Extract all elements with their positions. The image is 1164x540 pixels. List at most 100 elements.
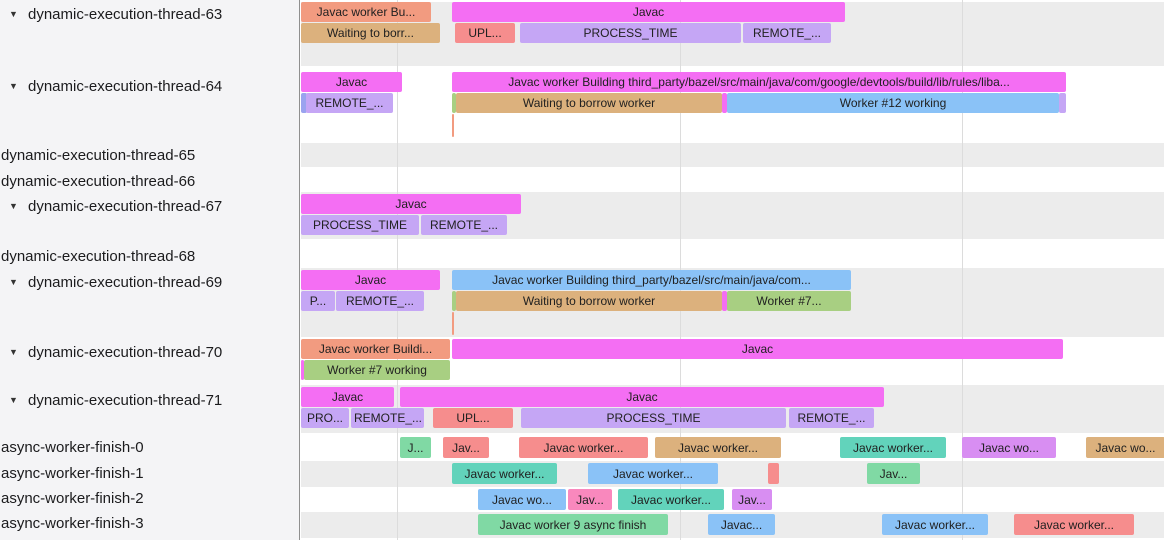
timeline-canvas[interactable]: Javac worker Bu... Javac Waiting to borr..… xyxy=(301,0,1164,540)
trace-slice[interactable]: Worker #7... xyxy=(727,291,851,311)
trace-slice-label: Javac worker... xyxy=(894,517,976,532)
trace-slice[interactable]: Javac... xyxy=(708,514,775,535)
sidebar-item-async-worker-finish-3[interactable]: async-worker-finish-3 xyxy=(0,514,144,532)
collapse-triangle-icon[interactable]: ▼ xyxy=(9,277,18,287)
trace-slice[interactable]: UPL... xyxy=(455,23,515,43)
trace-slice-sliver[interactable] xyxy=(452,114,454,137)
collapse-triangle-icon[interactable]: ▼ xyxy=(9,9,18,19)
sidebar-item-async-worker-finish-2[interactable]: async-worker-finish-2 xyxy=(0,489,144,507)
trace-slice-label: Waiting to borrow worker xyxy=(522,96,656,110)
trace-slice-sliver[interactable] xyxy=(452,312,454,335)
trace-slice[interactable]: Javac worker... xyxy=(882,514,988,535)
trace-slice[interactable]: REMOTE_... xyxy=(351,408,424,428)
trace-slice-sliver[interactable] xyxy=(452,93,456,113)
track-label: async-worker-finish-3 xyxy=(1,514,144,532)
trace-slice[interactable]: Jav... xyxy=(732,489,772,510)
trace-slice[interactable]: Javac worker Building third_party/bazel/… xyxy=(452,270,851,290)
trace-slice[interactable]: Javac worker... xyxy=(519,437,648,458)
trace-slice-sliver[interactable] xyxy=(301,93,307,113)
trace-slice[interactable]: REMOTE_... xyxy=(306,93,393,113)
trace-slice[interactable]: Worker #7 working xyxy=(304,360,450,380)
trace-slice[interactable]: Javac xyxy=(301,72,402,92)
trace-slice-label: Worker #12 working xyxy=(839,96,947,110)
sidebar-item-dynamic-execution-thread-67[interactable]: ▼ dynamic-execution-thread-67 xyxy=(0,197,222,215)
trace-slice-label: P... xyxy=(309,294,327,308)
trace-slice[interactable]: Javac worker... xyxy=(588,463,718,484)
trace-slice-label: Javac... xyxy=(720,517,763,532)
track-band xyxy=(301,461,1164,487)
trace-slice[interactable]: PROCESS_TIME xyxy=(520,23,741,43)
trace-slice[interactable]: REMOTE_... xyxy=(789,408,874,428)
trace-slice[interactable]: Javac worker Bu... xyxy=(301,2,431,22)
trace-slice[interactable]: Javac worker... xyxy=(655,437,781,458)
trace-slice[interactable]: Javac wo... xyxy=(478,489,566,510)
trace-slice-label: Javac xyxy=(395,197,427,211)
trace-slice-sliver[interactable] xyxy=(452,291,456,311)
trace-slice[interactable]: Javac xyxy=(452,2,845,22)
trace-slice[interactable]: REMOTE_... xyxy=(743,23,831,43)
sidebar-item-dynamic-execution-thread-63[interactable]: ▼ dynamic-execution-thread-63 xyxy=(0,5,222,23)
sidebar-item-dynamic-execution-thread-70[interactable]: ▼ dynamic-execution-thread-70 xyxy=(0,343,222,361)
trace-slice[interactable]: REMOTE_... xyxy=(336,291,424,311)
trace-slice[interactable]: Javac worker... xyxy=(452,463,557,484)
trace-slice[interactable]: PROCESS_TIME xyxy=(521,408,786,428)
trace-slice-label: Jav... xyxy=(738,492,766,507)
trace-slice[interactable]: Jav... xyxy=(443,437,489,458)
track-label: dynamic-execution-thread-69 xyxy=(28,273,223,291)
trace-slice[interactable]: PRO... xyxy=(301,408,349,428)
trace-slice[interactable]: PROCESS_TIME xyxy=(301,215,419,235)
trace-slice[interactable]: Worker #12 working xyxy=(727,93,1059,113)
trace-slice[interactable]: Javac worker Building third_party/bazel/… xyxy=(452,72,1066,92)
trace-slice[interactable]: Javac worker 9 async finish xyxy=(478,514,668,535)
trace-slice-sliver[interactable] xyxy=(722,93,727,113)
track-band xyxy=(301,143,1164,167)
trace-slice-label: Javac xyxy=(741,342,774,356)
trace-slice[interactable]: Javac worker... xyxy=(840,437,946,458)
trace-slice-label: UPL... xyxy=(456,411,490,425)
trace-slice[interactable]: Javac xyxy=(301,387,394,407)
trace-slice-label: PRO... xyxy=(306,411,343,425)
trace-slice-label: Javac xyxy=(626,390,658,404)
trace-slice-label: Javac worker... xyxy=(1033,517,1115,532)
trace-slice[interactable]: Waiting to borr... xyxy=(301,23,440,43)
trace-slice[interactable]: Javac xyxy=(400,387,884,407)
trace-slice-label: Javac wo... xyxy=(978,440,1040,455)
trace-slice-label: Javac worker... xyxy=(612,466,694,481)
timeline-gridline xyxy=(962,0,963,540)
trace-slice[interactable]: UPL... xyxy=(433,408,513,428)
trace-slice[interactable]: J... xyxy=(400,437,431,458)
trace-slice[interactable]: Javac xyxy=(301,194,521,214)
sidebar-item-dynamic-execution-thread-71[interactable]: ▼ dynamic-execution-thread-71 xyxy=(0,391,222,409)
track-label: async-worker-finish-1 xyxy=(1,464,144,482)
trace-slice[interactable]: Javac xyxy=(301,270,440,290)
collapse-triangle-icon[interactable]: ▼ xyxy=(9,81,18,91)
trace-slice[interactable]: Javac worker... xyxy=(618,489,724,510)
trace-slice[interactable]: Jav... xyxy=(568,489,612,510)
sidebar-item-dynamic-execution-thread-65[interactable]: dynamic-execution-thread-65 xyxy=(0,146,195,164)
sidebar-item-async-worker-finish-1[interactable]: async-worker-finish-1 xyxy=(0,464,144,482)
trace-slice-sliver[interactable] xyxy=(768,463,779,484)
track-label: dynamic-execution-thread-71 xyxy=(28,391,223,409)
sidebar-item-dynamic-execution-thread-66[interactable]: dynamic-execution-thread-66 xyxy=(0,172,195,190)
trace-slice[interactable]: Waiting to borrow worker xyxy=(456,93,722,113)
trace-slice[interactable]: Waiting to borrow worker xyxy=(456,291,722,311)
sidebar-item-dynamic-execution-thread-68[interactable]: dynamic-execution-thread-68 xyxy=(0,247,195,265)
sidebar-item-dynamic-execution-thread-69[interactable]: ▼ dynamic-execution-thread-69 xyxy=(0,273,222,291)
trace-slice[interactable]: Javac worker... xyxy=(1014,514,1134,535)
trace-slice[interactable]: Jav... xyxy=(867,463,920,484)
trace-slice[interactable]: P... xyxy=(301,291,335,311)
trace-slice[interactable]: Javac xyxy=(452,339,1063,359)
trace-slice-label: REMOTE_... xyxy=(354,411,423,425)
trace-slice-sliver[interactable] xyxy=(722,291,727,311)
sidebar-item-async-worker-finish-0[interactable]: async-worker-finish-0 xyxy=(0,438,144,456)
collapse-triangle-icon[interactable]: ▼ xyxy=(9,347,18,357)
trace-slice[interactable]: Javac wo... xyxy=(962,437,1056,458)
sidebar-item-dynamic-execution-thread-64[interactable]: ▼ dynamic-execution-thread-64 xyxy=(0,77,222,95)
trace-slice[interactable]: Javac worker Buildi... xyxy=(301,339,450,359)
trace-slice[interactable]: Javac wo... xyxy=(1086,437,1164,458)
trace-slice-sliver[interactable] xyxy=(301,360,304,380)
collapse-triangle-icon[interactable]: ▼ xyxy=(9,395,18,405)
collapse-triangle-icon[interactable]: ▼ xyxy=(9,201,18,211)
trace-slice-sliver[interactable] xyxy=(1059,93,1066,113)
trace-slice[interactable]: REMOTE_... xyxy=(421,215,507,235)
